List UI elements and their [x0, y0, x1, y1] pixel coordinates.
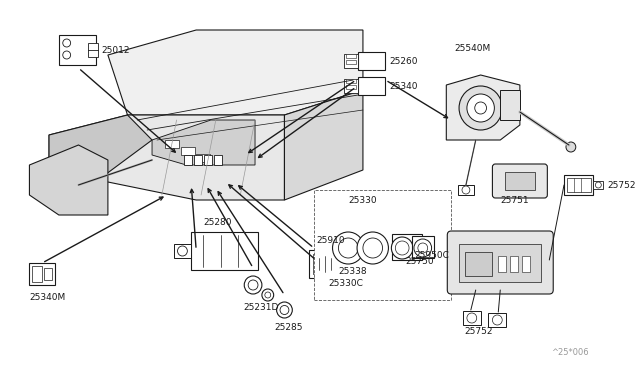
Bar	[191, 232, 258, 270]
Bar	[44, 268, 52, 280]
Circle shape	[595, 182, 602, 188]
Bar	[346, 85, 356, 89]
Circle shape	[177, 246, 188, 256]
Circle shape	[459, 86, 502, 130]
Bar	[313, 254, 337, 274]
Bar	[196, 154, 210, 162]
Bar	[505, 172, 534, 190]
Text: ^25*006: ^25*006	[551, 348, 589, 357]
Polygon shape	[284, 90, 363, 200]
Bar	[59, 35, 96, 65]
Bar	[344, 79, 358, 93]
Circle shape	[63, 39, 70, 47]
Bar	[358, 77, 385, 95]
Circle shape	[244, 276, 262, 294]
FancyBboxPatch shape	[447, 231, 553, 294]
Polygon shape	[108, 30, 363, 115]
Text: 25280: 25280	[203, 218, 232, 227]
Bar	[309, 250, 340, 278]
Text: 25338: 25338	[339, 267, 367, 276]
Circle shape	[492, 315, 502, 325]
Bar	[567, 178, 591, 192]
Bar	[29, 263, 55, 285]
Circle shape	[276, 302, 292, 318]
Bar	[564, 175, 593, 195]
Bar	[184, 155, 192, 165]
Text: 25330: 25330	[348, 196, 377, 205]
Circle shape	[265, 292, 271, 298]
Bar	[463, 311, 481, 325]
Text: 25540M: 25540M	[454, 44, 491, 52]
Bar	[344, 54, 358, 68]
Circle shape	[392, 237, 413, 259]
Text: 25012: 25012	[101, 45, 129, 55]
Bar	[88, 43, 98, 57]
Bar	[346, 79, 356, 83]
Circle shape	[363, 238, 383, 258]
Text: 25330C: 25330C	[328, 279, 364, 288]
Bar	[173, 244, 191, 258]
Bar	[412, 236, 433, 258]
Bar	[204, 155, 212, 165]
Bar	[499, 256, 506, 272]
Text: 25752: 25752	[607, 180, 636, 189]
Bar	[510, 256, 518, 272]
Circle shape	[475, 102, 486, 114]
Bar	[488, 313, 506, 327]
Bar	[459, 244, 541, 282]
Text: 25950C: 25950C	[414, 250, 449, 260]
Bar	[458, 185, 474, 195]
Circle shape	[418, 243, 428, 253]
Bar	[314, 190, 451, 300]
Circle shape	[357, 232, 388, 264]
Text: 25285: 25285	[275, 324, 303, 333]
Bar	[392, 234, 422, 260]
Polygon shape	[49, 115, 152, 180]
Bar	[593, 181, 604, 189]
Bar	[214, 155, 221, 165]
FancyBboxPatch shape	[492, 164, 547, 198]
Text: 25910: 25910	[317, 235, 346, 244]
Circle shape	[339, 238, 358, 258]
Bar	[465, 252, 492, 276]
Polygon shape	[446, 75, 520, 140]
Bar	[194, 155, 202, 165]
Circle shape	[333, 232, 364, 264]
Circle shape	[262, 289, 274, 301]
Circle shape	[462, 186, 470, 194]
Polygon shape	[29, 145, 108, 215]
Text: 25752: 25752	[465, 327, 493, 337]
Polygon shape	[49, 115, 284, 200]
Bar	[358, 52, 385, 70]
Bar	[346, 60, 356, 64]
Circle shape	[467, 313, 477, 323]
Circle shape	[566, 142, 576, 152]
Text: 25340M: 25340M	[29, 292, 66, 301]
Text: 25260: 25260	[389, 57, 418, 65]
Circle shape	[396, 241, 409, 255]
Bar	[346, 54, 356, 58]
Circle shape	[467, 94, 494, 122]
Circle shape	[248, 280, 258, 290]
Circle shape	[63, 51, 70, 59]
Text: 25751: 25751	[500, 196, 529, 205]
Circle shape	[414, 239, 431, 257]
Text: 25750: 25750	[405, 257, 433, 266]
Bar	[33, 266, 42, 282]
Circle shape	[280, 305, 289, 314]
Bar	[164, 140, 179, 148]
Text: 25340: 25340	[389, 81, 418, 90]
Bar	[500, 90, 520, 120]
Polygon shape	[152, 120, 255, 165]
Bar	[182, 147, 195, 155]
Bar	[522, 256, 530, 272]
Text: 25231D: 25231D	[243, 304, 278, 312]
